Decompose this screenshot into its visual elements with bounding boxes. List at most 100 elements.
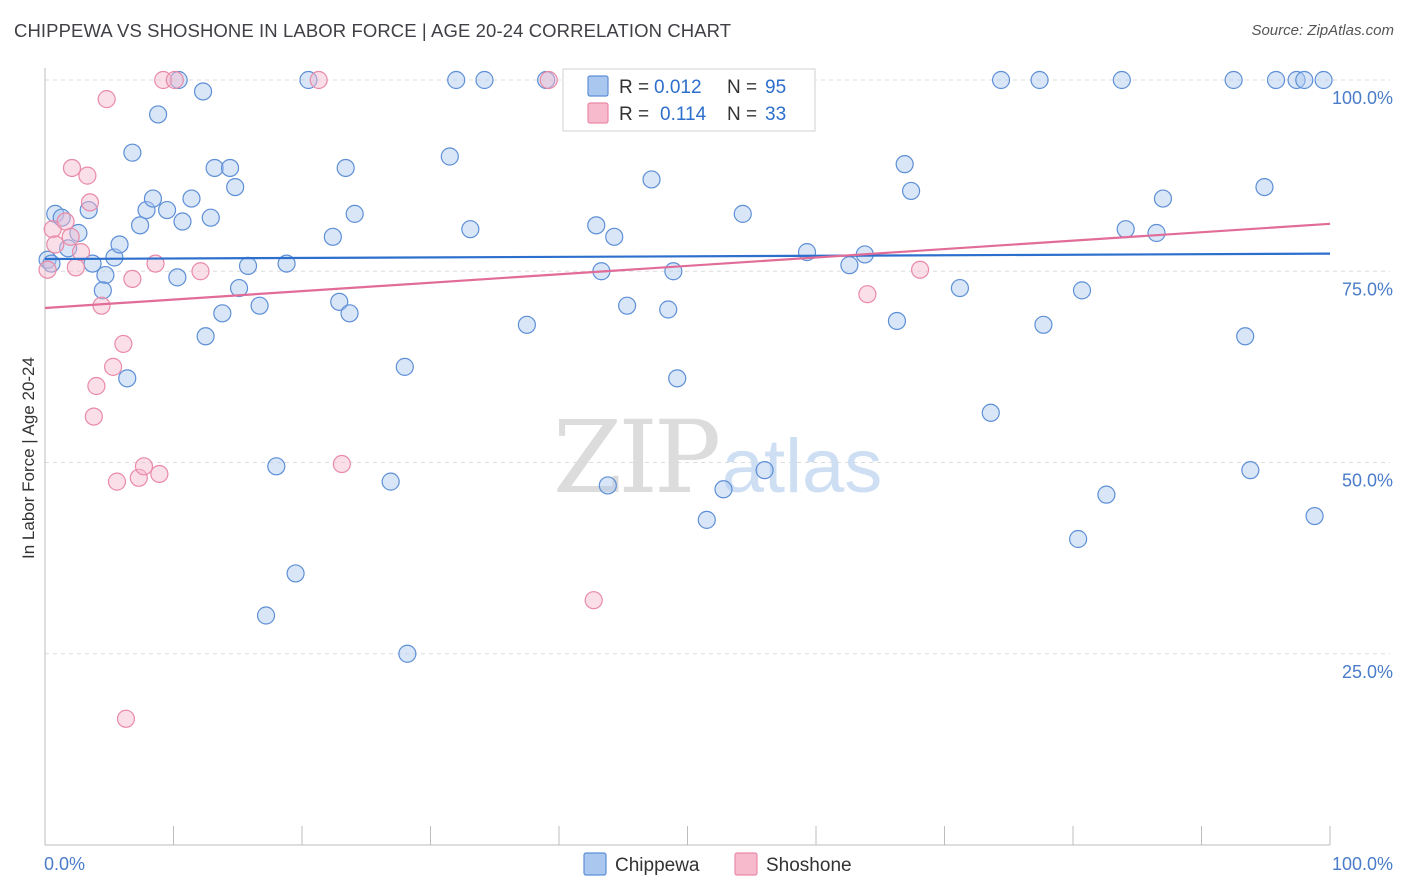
shoshone-point bbox=[150, 464, 169, 484]
chippewa-point bbox=[1030, 70, 1049, 90]
chippewa-point bbox=[755, 461, 774, 480]
chippewa-point bbox=[598, 476, 617, 495]
chippewa-point bbox=[440, 147, 459, 166]
chippewa-point bbox=[618, 296, 637, 315]
chippewa-point bbox=[196, 327, 215, 346]
chippewa-point bbox=[1097, 485, 1116, 504]
stats-n-label-shoshone: N = bbox=[727, 104, 757, 125]
chippewa-point bbox=[901, 181, 921, 201]
chippewa-point bbox=[220, 158, 240, 178]
shoshone-point bbox=[38, 260, 57, 279]
stats-n-label-chippewa: N = bbox=[727, 77, 757, 98]
chippewa-point bbox=[1287, 70, 1306, 90]
chippewa-point bbox=[79, 200, 98, 220]
chippewa-point bbox=[664, 262, 683, 281]
tick-labels: 25.0% 50.0% 75.0% 100.0% 0.0% 100.0% bbox=[44, 88, 1393, 874]
shoshone-point bbox=[78, 166, 97, 185]
chippewa-point bbox=[123, 143, 142, 162]
chippewa-point bbox=[1072, 281, 1092, 300]
legend-swatch-shoshone bbox=[734, 852, 758, 876]
chippewa-point bbox=[205, 158, 224, 178]
chippewa-point bbox=[229, 278, 249, 298]
chippewa-point bbox=[148, 105, 168, 124]
stats-n-value-chippewa: 95 bbox=[765, 77, 786, 98]
chippewa-point bbox=[461, 220, 480, 239]
chippewa-point bbox=[169, 70, 188, 90]
chippewa-points bbox=[38, 70, 1333, 663]
chippewa-point bbox=[981, 403, 1000, 422]
chippewa-point bbox=[1147, 223, 1166, 243]
y-tick-label: 50.0% bbox=[1342, 471, 1393, 491]
chippewa-point bbox=[336, 158, 355, 178]
chippewa-point bbox=[299, 70, 318, 90]
chippewa-point bbox=[714, 480, 733, 499]
grid-lines bbox=[45, 79, 1390, 655]
shoshone-point bbox=[61, 227, 80, 246]
shoshone-point bbox=[114, 334, 133, 354]
stats-r-value-shoshone: 0.114 bbox=[660, 104, 707, 125]
source-credit: Source: ZipAtlas.com bbox=[1251, 22, 1394, 39]
chippewa-point bbox=[1236, 327, 1255, 346]
chippewa-point bbox=[238, 256, 258, 275]
chippewa-point bbox=[193, 82, 213, 101]
shoshone-point bbox=[123, 269, 142, 288]
chippewa-point bbox=[659, 300, 678, 319]
chippewa-point bbox=[226, 178, 245, 197]
chippewa-point bbox=[398, 644, 417, 663]
chippewa-point bbox=[587, 216, 606, 235]
shoshone-point bbox=[107, 472, 127, 491]
chippewa-point bbox=[182, 189, 201, 208]
chippewa-point bbox=[93, 281, 112, 300]
chippewa-point bbox=[1266, 70, 1286, 90]
chippewa-point bbox=[173, 212, 192, 231]
stats-n-value-shoshone: 33 bbox=[765, 104, 786, 125]
shoshone-point bbox=[191, 262, 210, 281]
shoshone-point bbox=[46, 235, 65, 254]
shoshone-point bbox=[584, 591, 603, 610]
watermark: ZIP atlas bbox=[553, 399, 882, 516]
chippewa-point bbox=[840, 256, 859, 275]
x-tick-label: 0.0% bbox=[44, 854, 85, 874]
chippewa-point bbox=[137, 200, 156, 220]
chippewa-point bbox=[887, 311, 907, 331]
chippewa-point bbox=[1112, 70, 1131, 90]
shoshone-point bbox=[539, 70, 558, 90]
shoshone-point bbox=[910, 260, 930, 279]
chippewa-point bbox=[143, 189, 163, 208]
chippewa-point bbox=[895, 155, 914, 174]
chippewa-point bbox=[1241, 461, 1260, 480]
chippewa-point bbox=[96, 265, 115, 285]
shoshone-point bbox=[116, 709, 136, 728]
chippewa-point bbox=[340, 304, 359, 323]
shoshone-point bbox=[87, 376, 106, 396]
chippewa-trend-line bbox=[44, 252, 1331, 261]
chippewa-point bbox=[267, 457, 286, 476]
stats-swatch-chippewa bbox=[587, 75, 609, 97]
chippewa-point bbox=[110, 235, 129, 254]
chippewa-point bbox=[1116, 220, 1135, 239]
shoshone-point bbox=[858, 285, 877, 304]
chippewa-point bbox=[1034, 315, 1053, 334]
chippewa-point bbox=[517, 315, 536, 334]
chippewa-point bbox=[130, 216, 150, 235]
chippewa-point bbox=[277, 254, 296, 273]
chippewa-point bbox=[642, 170, 661, 189]
y-tick-label: 75.0% bbox=[1342, 279, 1393, 299]
chart-title: CHIPPEWA VS SHOSHONE IN LABOR FORCE | AG… bbox=[14, 20, 732, 41]
shoshone-point bbox=[104, 357, 123, 376]
shoshone-trend-line bbox=[44, 222, 1331, 310]
y-tick-label: 100.0% bbox=[1332, 88, 1393, 108]
chippewa-point bbox=[950, 278, 970, 298]
chippewa-point bbox=[256, 606, 276, 625]
chippewa-point bbox=[395, 357, 414, 376]
axes bbox=[44, 68, 1331, 846]
legend-label-chippewa: Chippewa bbox=[615, 855, 700, 876]
shoshone-point bbox=[80, 193, 100, 212]
chippewa-point bbox=[1255, 178, 1274, 197]
chippewa-point bbox=[1314, 70, 1333, 90]
chippewa-point bbox=[668, 369, 687, 388]
legend: Chippewa Shoshone bbox=[583, 852, 852, 876]
chippewa-point bbox=[330, 292, 349, 311]
stats-r-label-chippewa: R = bbox=[619, 77, 649, 98]
chippewa-point bbox=[991, 70, 1011, 90]
